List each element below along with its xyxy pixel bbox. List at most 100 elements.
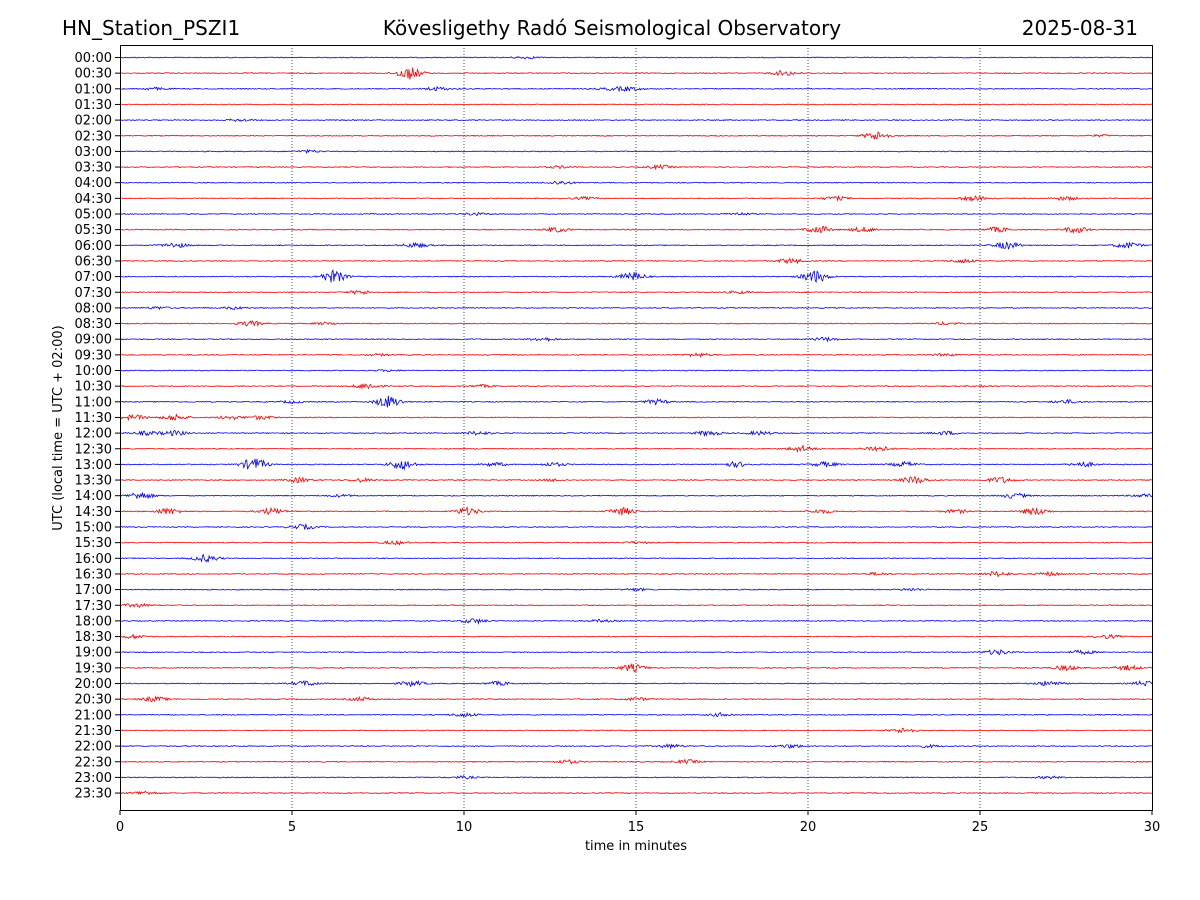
trace-0830	[119, 319, 1153, 328]
trace-2230	[120, 758, 1153, 765]
y-tick-label-10: 05:00	[75, 208, 112, 223]
y-tick-label-24: 12:00	[75, 427, 112, 442]
x-tick-label-1: 5	[288, 820, 296, 835]
trace-1800	[120, 618, 1153, 625]
y-tick-label-27: 13:30	[75, 474, 112, 489]
trace-1100	[119, 395, 1153, 408]
trace-1730	[119, 602, 1153, 609]
trace-0130	[119, 103, 1153, 106]
y-tick-label-37: 18:30	[75, 630, 112, 645]
x-axis-ticks: 0 5 10 15 20 25 30	[116, 810, 1160, 835]
y-tick-label-32: 16:00	[75, 552, 112, 567]
grid-lines	[291, 45, 981, 810]
y-tick-label-43: 21:30	[75, 724, 112, 739]
y-tick-label-21: 10:30	[75, 380, 112, 395]
y-tick-label-19: 09:30	[75, 348, 112, 363]
y-tick-label-4: 02:00	[75, 114, 112, 129]
y-tick-label-6: 03:00	[75, 145, 112, 160]
trace-2300	[119, 775, 1153, 780]
trace-1130	[119, 413, 1153, 422]
trace-0330	[119, 163, 1152, 171]
trace-0400	[119, 180, 1152, 185]
trace-0000	[119, 55, 1153, 60]
trace-1000	[119, 369, 1153, 373]
trace-0600	[119, 241, 1153, 250]
y-tick-label-31: 15:30	[75, 536, 112, 551]
x-tick-label-6: 30	[1144, 820, 1161, 835]
station-name: HN_Station_PSZI1	[62, 16, 241, 40]
trace-1230	[119, 444, 1153, 454]
observatory-title: Kövesligethy Radó Seismological Observat…	[382, 16, 842, 40]
y-tick-label-29: 14:30	[75, 505, 112, 520]
y-tick-label-18: 09:00	[75, 333, 112, 348]
plot-date: 2025-08-31	[1021, 16, 1138, 40]
trace-0630	[119, 257, 1153, 265]
trace-0300	[119, 148, 1153, 154]
trace-0730	[119, 289, 1153, 295]
y-tick-label-23: 11:30	[75, 411, 112, 426]
trace-2000	[119, 679, 1153, 688]
y-tick-label-36: 18:00	[75, 614, 112, 629]
trace-0500	[119, 211, 1153, 216]
y-tick-label-25: 12:30	[75, 442, 112, 457]
y-tick-label-47: 23:30	[75, 787, 112, 802]
trace-1530	[119, 540, 1153, 546]
trace-1400	[119, 492, 1153, 500]
trace-0930	[119, 352, 1153, 359]
x-tick-label-5: 25	[972, 820, 989, 835]
trace-0100	[119, 85, 1152, 93]
trace-0900	[119, 336, 1153, 343]
trace-1630	[119, 570, 1153, 578]
x-axis-label: time in minutes	[585, 839, 687, 854]
y-tick-label-40: 20:00	[75, 677, 112, 692]
trace-0430	[119, 194, 1153, 203]
y-tick-label-28: 14:00	[75, 489, 112, 504]
y-tick-label-22: 11:00	[75, 395, 112, 410]
trace-1200	[119, 429, 1153, 437]
trace-0030	[119, 67, 1153, 80]
trace-1500	[119, 522, 1153, 531]
trace-2130	[119, 727, 1152, 734]
y-tick-label-42: 21:00	[75, 708, 112, 723]
trace-2200	[119, 743, 1153, 750]
y-tick-label-7: 03:30	[75, 161, 112, 176]
trace-0800	[119, 305, 1153, 311]
trace-1930	[119, 662, 1153, 673]
y-tick-label-11: 05:30	[75, 223, 112, 238]
plot-frame	[120, 45, 1153, 811]
trace-2100	[119, 711, 1153, 718]
y-tick-label-46: 23:00	[75, 771, 112, 786]
y-tick-label-15: 07:30	[75, 286, 112, 301]
y-tick-label-0: 00:00	[75, 51, 112, 66]
y-tick-label-14: 07:00	[75, 270, 112, 285]
trace-1030	[119, 383, 1152, 390]
y-tick-label-38: 19:00	[75, 646, 112, 661]
trace-1900	[119, 649, 1153, 656]
y-tick-label-17: 08:30	[75, 317, 112, 332]
trace-0700	[120, 269, 1153, 284]
x-tick-label-0: 0	[116, 820, 124, 835]
y-tick-label-16: 08:00	[75, 301, 112, 316]
y-tick-label-26: 13:00	[75, 458, 112, 473]
trace-1300	[119, 458, 1153, 471]
y-tick-label-12: 06:00	[75, 239, 112, 254]
y-tick-label-3: 01:30	[75, 98, 112, 113]
y-tick-label-39: 19:30	[75, 661, 112, 676]
y-tick-label-9: 04:30	[75, 192, 112, 207]
trace-1600	[119, 553, 1153, 563]
y-tick-label-34: 17:00	[75, 583, 112, 598]
y-tick-label-35: 17:30	[75, 599, 112, 614]
trace-0230	[119, 131, 1152, 140]
y-axis-ticks: 00:0000:3001:0001:3002:0002:3003:0003:30…	[75, 51, 120, 802]
trace-0530	[119, 226, 1153, 235]
y-tick-label-45: 22:30	[75, 755, 112, 770]
y-tick-label-20: 10:00	[75, 364, 112, 379]
trace-1830	[119, 633, 1153, 640]
x-tick-label-3: 15	[628, 820, 645, 835]
trace-2030	[119, 695, 1153, 703]
trace-1700	[119, 587, 1153, 593]
y-tick-label-30: 15:00	[75, 521, 112, 536]
y-tick-label-41: 20:30	[75, 693, 112, 708]
y-axis-label: UTC (local time = UTC + 02:00)	[51, 325, 66, 530]
